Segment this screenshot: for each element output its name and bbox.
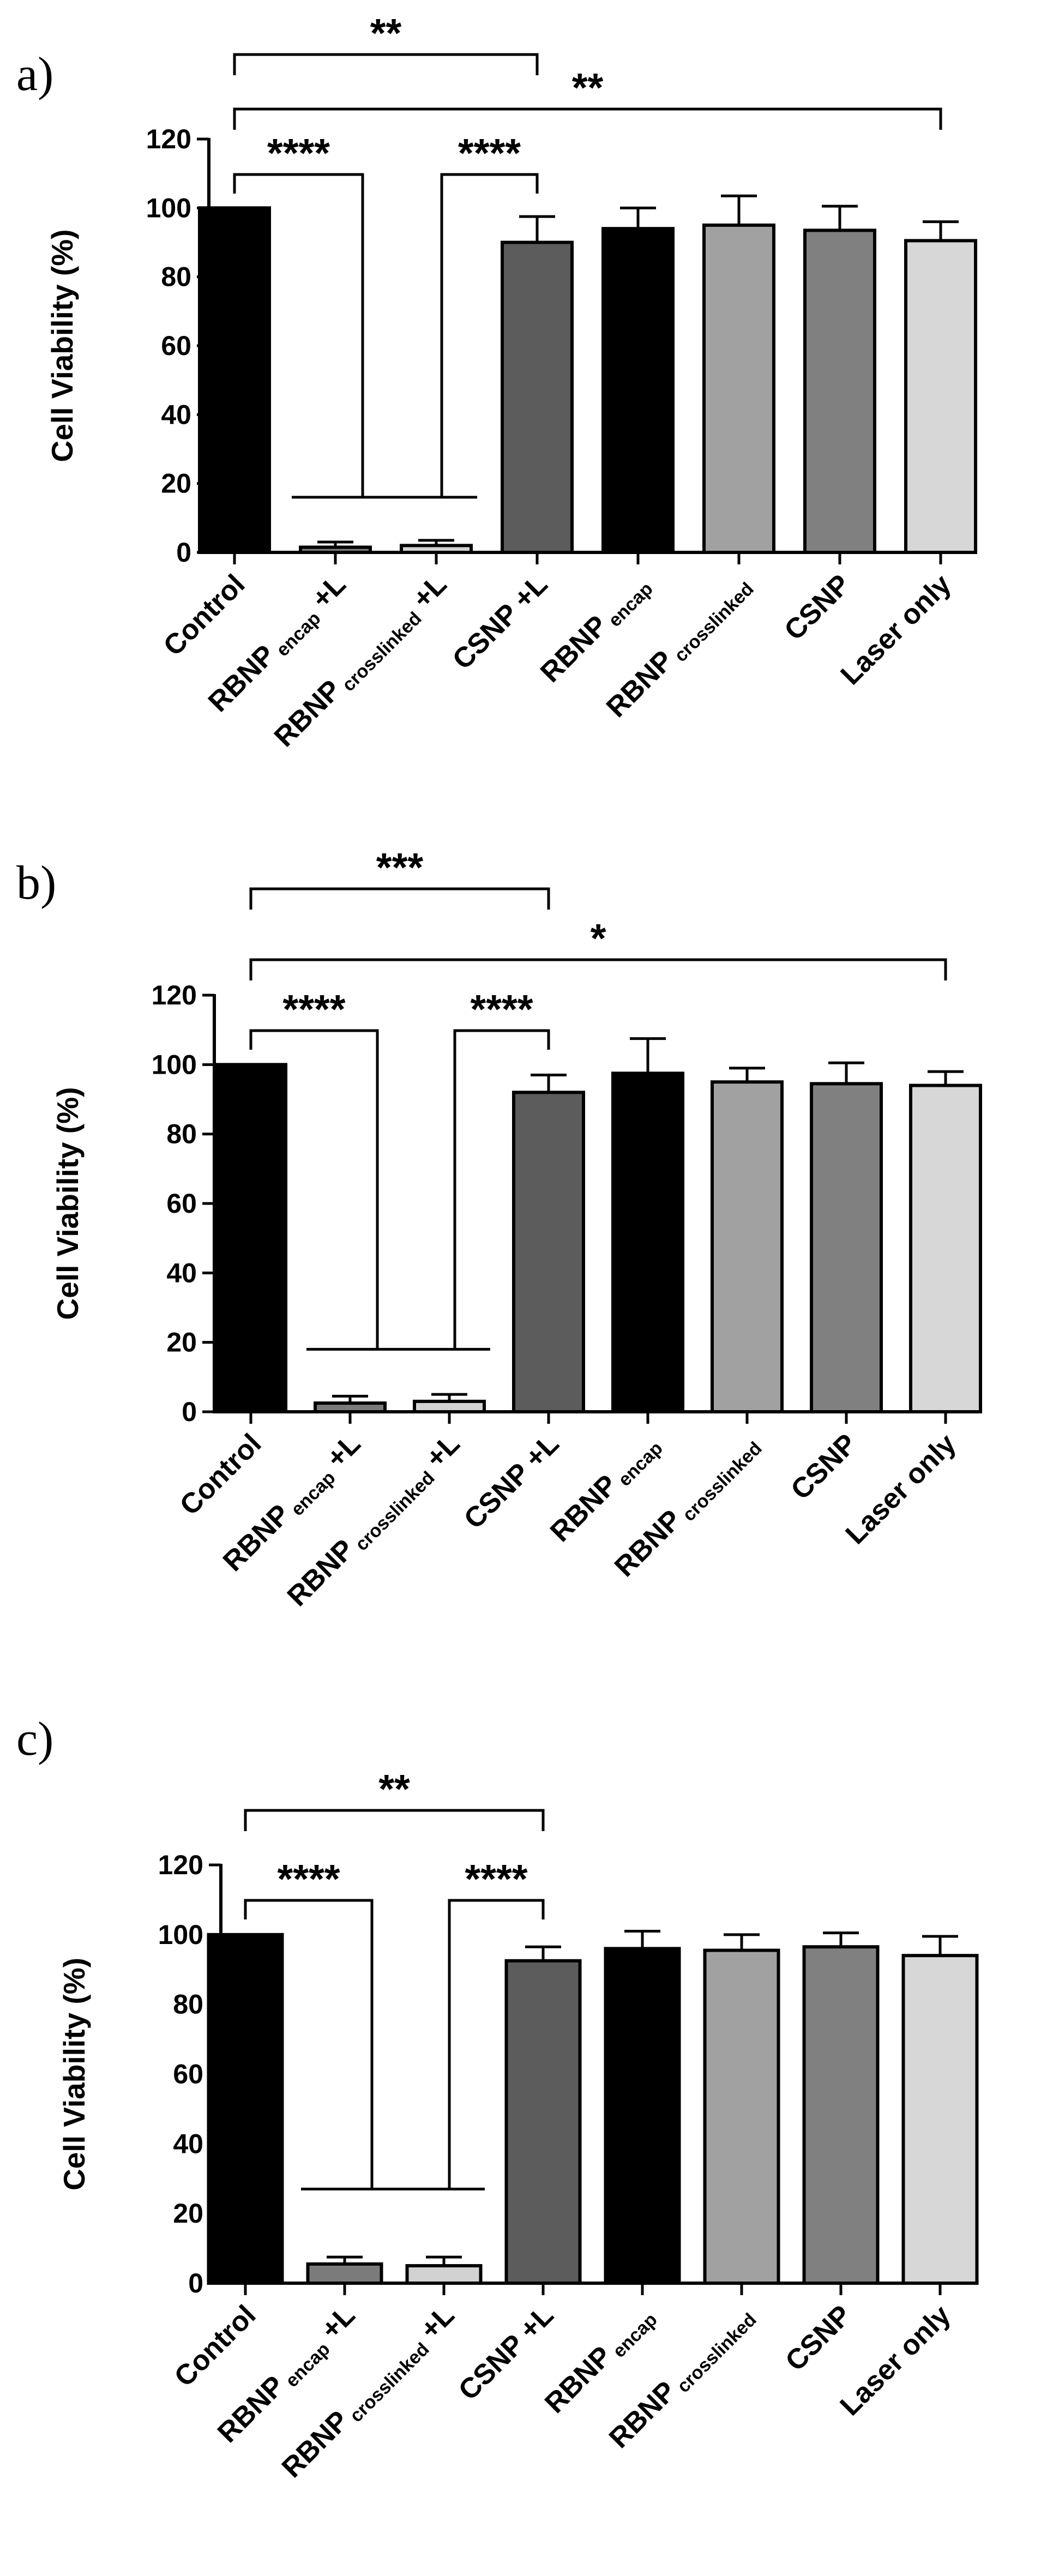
x-category-label: Laser only [835, 568, 958, 691]
x-category-label: RBNPcrosslinked [609, 1428, 766, 1585]
bar-rbnp-encap [604, 1947, 681, 2285]
inner-bracket-left [244, 1899, 374, 2189]
y-tick-label: 120 [158, 1850, 203, 1880]
x-category-label: RBNPcrosslinked +L [268, 568, 455, 755]
bar-control [207, 1933, 284, 2285]
bar-rbnp-encap-l [306, 2262, 383, 2285]
significance-label: **** [267, 130, 330, 176]
y-tick-label: 80 [166, 1119, 197, 1149]
significance-bracket [233, 53, 539, 75]
y-tick-label: 20 [173, 2198, 203, 2229]
y-tick-label: 100 [152, 1049, 197, 1080]
y-tick-label: 20 [166, 1327, 197, 1358]
x-category-label: Control [158, 568, 251, 662]
significance-label: **** [282, 986, 345, 1032]
y-tick-label: 40 [161, 399, 191, 430]
y-axis-label: Cell Viability (%) [57, 1958, 91, 2190]
inner-bracket-left [249, 1029, 379, 1350]
bar-rbnp-crosslinked [711, 1080, 784, 1413]
significance-label: * [591, 916, 606, 961]
x-category-label: Control [174, 1428, 268, 1521]
y-tick-label: 80 [173, 1989, 203, 2020]
x-category-label: CSNP +L [447, 568, 554, 676]
significance-label: **** [470, 986, 533, 1032]
bar-laser-only [904, 239, 977, 554]
y-tick-label: 120 [146, 124, 191, 154]
y-tick-label: 0 [176, 537, 191, 568]
significance-bracket [244, 1809, 545, 1831]
significance-bracket [249, 958, 947, 980]
inner-bracket-right [448, 1899, 545, 2189]
panel-a: a) 0 20 40 60 80 100 120 Cell Viability (%) Contr… [16, 10, 977, 755]
significance-label: **** [277, 1856, 340, 1901]
panel-letter: b) [16, 857, 56, 910]
y-tick-label: 100 [146, 192, 191, 223]
y-tick-label: 60 [173, 2059, 203, 2090]
bar-rbnp-encap-l [314, 1401, 387, 1413]
significance-label: *** [376, 845, 424, 890]
x-category-label: Control [169, 2299, 262, 2393]
x-category-label: RBNPcrosslinked [600, 568, 758, 726]
x-category-label: RBNPcrosslinked +L [281, 1428, 468, 1615]
bar-laser-only [909, 1084, 982, 1413]
y-tick-label: 80 [161, 262, 191, 292]
significance-bracket [233, 107, 942, 130]
bar-csnp [802, 1945, 880, 2285]
bar-rbnp-crosslinked [703, 1948, 780, 2285]
y-tick-label: 60 [161, 330, 191, 361]
x-category-label: RBNPcrosslinked +L [276, 2299, 463, 2486]
x-category-label: CSNP [785, 1428, 863, 1506]
bar-rbnp-encap [601, 227, 675, 554]
y-tick-label: 0 [188, 2268, 203, 2298]
inner-bracket-left [233, 173, 364, 497]
panel-c: c) 0 20 40 60 80 100 120 Cell Viability (%) Contr… [16, 1713, 979, 2486]
significance-label: **** [465, 1856, 527, 1901]
y-axis-label: Cell Viability (%) [45, 230, 79, 462]
significance-label: ** [572, 65, 604, 110]
significance-label: **** [458, 130, 521, 176]
x-category-label: CSNP [778, 568, 856, 646]
significance-label: ** [378, 1766, 410, 1811]
bar-csnp [810, 1082, 883, 1413]
bar-control [214, 1063, 287, 1414]
bar-rbnp-crosslinked-l [405, 2264, 483, 2285]
y-tick-label: 60 [166, 1188, 197, 1219]
y-tick-label: 100 [158, 1919, 203, 1950]
x-category-label: CSNP +L [458, 1428, 565, 1535]
y-tick-label: 120 [152, 980, 197, 1010]
bar-csnp-l [501, 240, 574, 554]
panel-letter: a) [16, 48, 53, 101]
bar-rbnp-crosslinked-l [400, 544, 473, 554]
panel-b: b) 0 20 40 60 80 100 120 Cell Viability (%) Contr… [16, 845, 982, 1615]
x-category-label: CSNP [779, 2299, 857, 2377]
y-tick-label: 40 [166, 1257, 197, 1288]
bar-rbnp-encap-l [299, 545, 372, 555]
bar-laser-only [901, 1954, 979, 2285]
significance-label: ** [370, 10, 402, 56]
y-tick-label: 0 [182, 1397, 197, 1427]
bar-csnp-l [512, 1091, 585, 1414]
inner-bracket-right [453, 1029, 550, 1350]
bar-rbnp-crosslinked [702, 223, 775, 554]
bar-rbnp-crosslinked-l [413, 1399, 486, 1413]
y-axis-label: Cell Viability (%) [51, 1087, 85, 1320]
bar-csnp [803, 228, 876, 554]
x-category-label: CSNP +L [453, 2299, 560, 2406]
significance-bracket [249, 887, 550, 910]
y-tick-label: 20 [161, 468, 191, 499]
y-tick-label: 40 [173, 2128, 203, 2159]
bar-control [198, 206, 271, 555]
bar-csnp-l [504, 1959, 582, 2285]
panel-letter: c) [16, 1713, 53, 1766]
inner-bracket-right [440, 173, 539, 497]
x-category-label: RBNPcrosslinked [603, 2299, 761, 2457]
bar-rbnp-encap [611, 1072, 684, 1413]
